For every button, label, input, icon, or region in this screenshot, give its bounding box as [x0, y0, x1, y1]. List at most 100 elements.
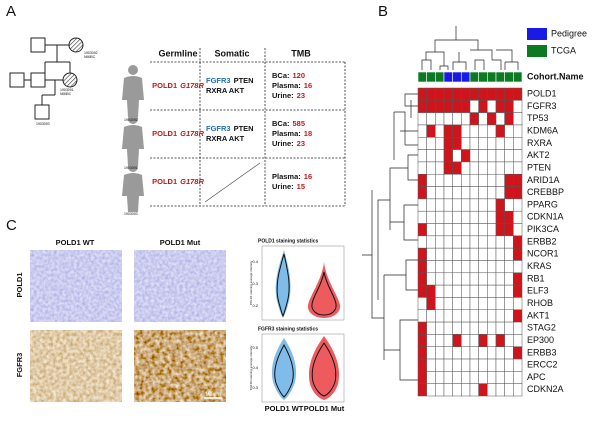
pedigree-id: 1903092 [84, 51, 98, 55]
heatmap-cell [469, 334, 479, 347]
tmb: Plasma: 16 [272, 172, 312, 181]
heatmap-cell [461, 112, 471, 126]
heatmap-cell [435, 309, 445, 323]
heatmap-cell [495, 223, 505, 237]
heatmap-cell [417, 272, 427, 286]
heatmap-cell [487, 124, 497, 138]
heatmap-cell [487, 371, 497, 384]
heatmap-cell [417, 161, 427, 175]
heatmap-cell [443, 223, 453, 237]
heatmap-cell [478, 112, 488, 126]
heatmap-cell [452, 198, 462, 212]
cohort-cell [504, 71, 514, 83]
cohort-cell [495, 71, 505, 83]
heatmap-cell [469, 210, 479, 224]
heatmap-cell [504, 161, 514, 175]
heatmap-cell [426, 112, 436, 126]
heatmap-cell [478, 358, 488, 372]
heatmap-cell [495, 383, 505, 397]
cohort-cell [443, 71, 453, 83]
body-icons: 1903092 1903091 1903093 [122, 65, 144, 216]
heatmap-cell [469, 161, 479, 175]
violin-plots: POLD1 staining statistics 0.4 0.3 0.2 PO… [249, 238, 345, 413]
text-part: 15 [297, 182, 305, 191]
heatmap-cell [478, 173, 488, 187]
table-header: Germline [158, 48, 197, 58]
heatmap-cell [461, 149, 471, 163]
heatmap-cell [513, 247, 523, 261]
heatmap-cell [435, 297, 445, 311]
text-part: G178R [180, 129, 204, 138]
heatmap-cell [478, 210, 488, 224]
cohort-cell [435, 71, 445, 83]
heatmap-cell [495, 358, 505, 372]
heatmap-cell [426, 346, 436, 360]
heatmap-cell [417, 371, 427, 384]
heatmap-cell [513, 321, 523, 335]
heatmap-cell [495, 321, 505, 335]
heatmap-cell [469, 346, 479, 360]
heatmap-cell [478, 223, 488, 237]
gene-label: PIK3CA [527, 224, 559, 234]
heatmap-cell [487, 309, 497, 323]
text-part: Plasma: [272, 129, 301, 138]
heatmap-cell [426, 284, 436, 298]
tmb: Urine: 23 [272, 91, 305, 100]
heatmap-cell [417, 87, 427, 101]
heatmap-cell [461, 383, 471, 397]
heatmap-cell [495, 112, 505, 126]
heatmap-cell [461, 346, 471, 360]
heatmap-cell [495, 149, 505, 163]
gene-label: RHOB [527, 298, 553, 308]
heatmap-cell [478, 334, 488, 347]
heatmap-cell [495, 137, 505, 150]
text-part: G178R [180, 81, 204, 90]
heatmap-cell [478, 235, 488, 249]
heatmap-cell [504, 198, 514, 212]
heatmap-cell [443, 309, 453, 323]
heatmap-cell [443, 284, 453, 298]
heatmap-cell [487, 321, 497, 335]
heatmap-cell [426, 173, 436, 187]
heatmap-cell [461, 161, 471, 175]
heatmap-cell [435, 223, 445, 237]
heatmap-cell [417, 124, 427, 138]
heatmap-cell [435, 284, 445, 298]
heatmap-cell [504, 383, 514, 397]
heatmap-cell [504, 186, 514, 200]
heatmap-cell [504, 334, 514, 347]
heatmap-cell [469, 87, 479, 101]
heatmap-cell [426, 161, 436, 175]
heatmap-cell [469, 112, 479, 126]
heatmap-cell [435, 272, 445, 286]
heatmap-cell [504, 297, 514, 311]
heatmap-cell [443, 149, 453, 163]
row-title: POLD1 [15, 272, 24, 297]
heatmap-cell [461, 272, 471, 286]
heatmap-cell [426, 235, 436, 249]
heatmap-cell [443, 334, 453, 347]
text-part: Urine: [272, 182, 294, 191]
heatmap-cell [469, 186, 479, 200]
text-part: 120 [293, 71, 306, 80]
cohort-cell [452, 71, 462, 83]
pedigree-id: 1903093 [36, 122, 50, 126]
heatmap-cell [487, 210, 497, 224]
heatmap-cell [443, 346, 453, 360]
column-title: POLD1 WT [56, 238, 95, 247]
heatmap-cell [478, 247, 488, 261]
heatmap-cell [487, 161, 497, 175]
heatmap-cell [495, 173, 505, 187]
text-part: G178R [180, 177, 204, 186]
text-part: 23 [297, 139, 305, 148]
panel-label: A [6, 3, 16, 20]
text-part: POLD1 [152, 177, 177, 186]
heatmap-cell [443, 321, 453, 335]
x-tick-label: POLD1 Mut [304, 404, 345, 413]
heatmap-cell [513, 87, 523, 101]
heatmap-cell [435, 186, 445, 200]
heatmap-cell [452, 260, 462, 274]
heatmap-cell [443, 235, 453, 249]
gene-label: ELF3 [527, 286, 549, 296]
heatmap-cell [469, 173, 479, 187]
